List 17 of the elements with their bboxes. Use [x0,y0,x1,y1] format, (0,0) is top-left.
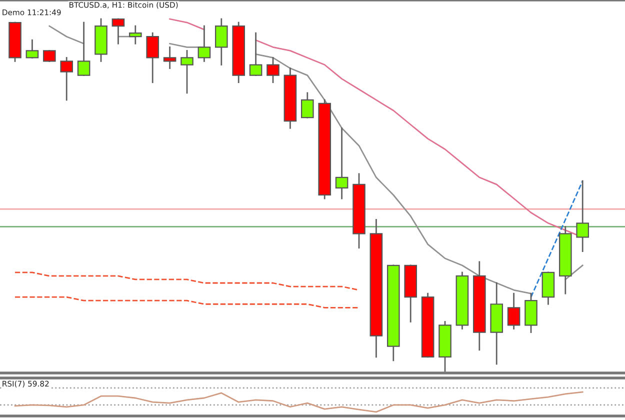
candlestick [249,32,262,76]
candlestick [146,32,160,84]
candlestick [335,127,348,200]
candlestick [198,25,211,62]
candlestick [26,39,39,58]
candlestick [60,57,74,101]
candlestick [300,92,314,118]
candlestick [128,25,142,44]
candlestick [214,18,228,66]
candlestick [163,46,176,69]
candlestick [576,180,590,252]
candlestick [507,292,520,330]
candlestick [266,57,280,84]
candlestick [180,50,194,94]
candlestick [112,18,125,44]
candlestick [42,50,56,62]
candlestick [77,22,90,76]
